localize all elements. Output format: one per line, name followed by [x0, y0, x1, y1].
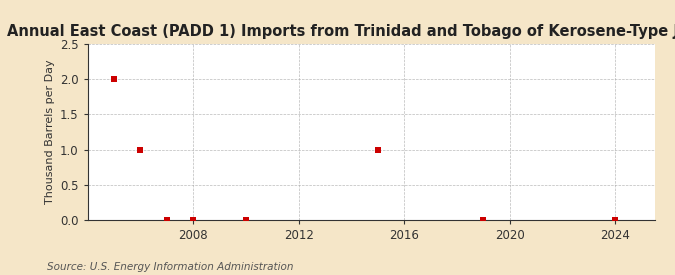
- Text: Source: U.S. Energy Information Administration: Source: U.S. Energy Information Administ…: [47, 262, 294, 272]
- Point: [373, 147, 383, 152]
- Point: [240, 218, 251, 222]
- Point: [109, 77, 119, 81]
- Point: [478, 218, 489, 222]
- Title: Annual East Coast (PADD 1) Imports from Trinidad and Tobago of Kerosene-Type Jet: Annual East Coast (PADD 1) Imports from …: [7, 24, 675, 39]
- Point: [188, 218, 198, 222]
- Y-axis label: Thousand Barrels per Day: Thousand Barrels per Day: [45, 60, 55, 204]
- Point: [161, 218, 172, 222]
- Point: [610, 218, 620, 222]
- Point: [135, 147, 146, 152]
